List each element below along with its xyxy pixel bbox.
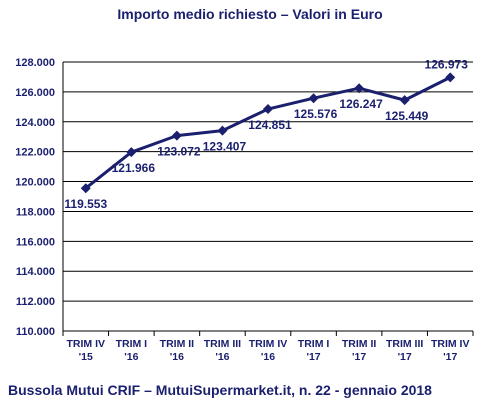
x-tick-label: TRIM IV: [249, 338, 288, 350]
data-point: [445, 72, 456, 83]
data-label: 123.072: [157, 145, 201, 159]
y-tick-label: 122.000: [15, 147, 55, 159]
x-tick-label: TRIM III: [204, 338, 241, 350]
line-chart: 110.000 112.000 114.000 116.000 118.000 120.0…: [15, 57, 474, 363]
x-tick-label: TRIM IV: [67, 338, 106, 350]
grid-lines: [63, 61, 473, 332]
data-label: 124.851: [248, 118, 292, 132]
data-point: [126, 147, 137, 158]
y-tick-label: 124.000: [15, 117, 55, 129]
y-tick-label: 114.000: [16, 266, 55, 278]
x-tick-label: TRIM II: [342, 338, 376, 350]
y-tick-label: 120.000: [15, 177, 55, 189]
x-tick-label: TRIM III: [386, 338, 423, 350]
x-tick-label: TRIM I: [298, 338, 330, 350]
data-label: 125.449: [385, 109, 429, 123]
x-tick-label-year: '15: [79, 351, 93, 363]
data-label: 123.407: [203, 140, 247, 154]
data-point: [354, 83, 365, 94]
axes: [62, 62, 474, 336]
data-label: 126.247: [339, 97, 383, 111]
data-point: [263, 104, 273, 115]
data-label: 119.553: [64, 197, 107, 211]
x-tick-label-year: '16: [261, 351, 275, 363]
y-tick-label: 118.000: [16, 206, 55, 218]
y-tick-label: 110.000: [16, 326, 55, 338]
x-tick-label: TRIM IV: [431, 338, 470, 350]
source-footer: Bussola Mutui CRIF – MutuiSupermarket.it…: [8, 382, 432, 398]
data-points: [80, 72, 456, 194]
x-tick-label-year: '16: [124, 351, 138, 363]
y-tick-labels: 110.000 112.000 114.000 116.000 118.000 120.0…: [15, 57, 55, 338]
data-point: [80, 183, 91, 194]
data-label: 126.973: [425, 57, 469, 71]
x-tick-label-year: '17: [352, 351, 366, 363]
x-tick-label: TRIM I: [116, 338, 148, 350]
x-tick-label-year: '17: [398, 351, 412, 363]
data-label: 121.966: [112, 161, 156, 175]
x-tick-label: TRIM II: [160, 338, 194, 350]
chart-title: Importo medio richiesto – Valori in Euro: [117, 6, 383, 22]
y-tick-label: 116.000: [16, 236, 55, 248]
x-tick-label-year: '16: [170, 351, 184, 363]
data-label: 125.576: [294, 107, 338, 121]
y-tick-label: 128.000: [15, 57, 55, 69]
x-tick-label-year: '17: [306, 351, 320, 363]
y-tick-label: 112.000: [16, 296, 55, 308]
data-point: [308, 93, 319, 104]
data-point: [217, 125, 228, 136]
x-tick-label-year: '16: [215, 351, 229, 363]
y-tick-label: 126.000: [15, 87, 55, 99]
data-point: [399, 95, 410, 106]
data-point: [171, 130, 182, 141]
x-tick-label-year: '17: [443, 351, 457, 363]
